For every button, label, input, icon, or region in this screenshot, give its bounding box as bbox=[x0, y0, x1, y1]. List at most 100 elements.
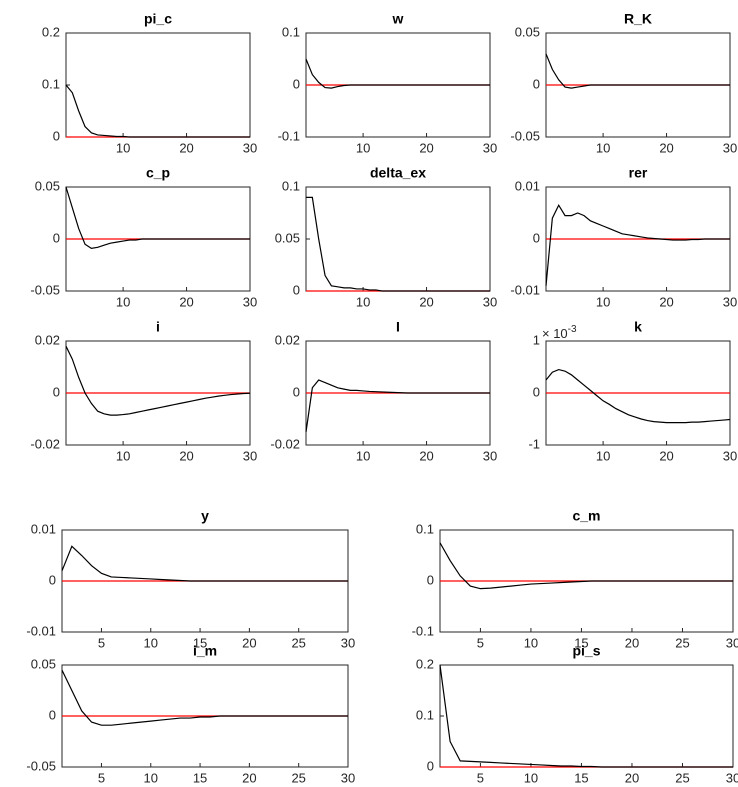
x-tick-label: 25 bbox=[675, 770, 689, 785]
x-tick-label: 10 bbox=[596, 294, 610, 309]
x-tick-label: 30 bbox=[243, 448, 257, 463]
y-tick-label: -0.02 bbox=[30, 436, 60, 451]
y-tick-label: 0 bbox=[49, 707, 56, 722]
x-tick-label: 10 bbox=[116, 294, 130, 309]
y-tick-label: -0.02 bbox=[270, 436, 300, 451]
x-tick-label: 20 bbox=[179, 294, 193, 309]
y-tick-label: 0 bbox=[293, 76, 300, 91]
subplot-title: pi_s bbox=[572, 643, 600, 659]
subplot-title: c_p bbox=[146, 165, 170, 181]
x-tick-label: 20 bbox=[659, 140, 673, 155]
x-tick-label: 10 bbox=[144, 635, 158, 650]
x-tick-label: 5 bbox=[477, 635, 484, 650]
y-tick-label: 0 bbox=[427, 758, 434, 773]
x-tick-label: 10 bbox=[524, 635, 538, 650]
y-tick-label: 0 bbox=[533, 76, 540, 91]
x-tick-label: 10 bbox=[356, 140, 370, 155]
x-tick-label: 10 bbox=[116, 448, 130, 463]
x-tick-label: 5 bbox=[477, 770, 484, 785]
x-tick-label: 20 bbox=[419, 294, 433, 309]
axes-frame bbox=[439, 664, 734, 768]
subplot-title: rer bbox=[629, 165, 648, 181]
y-tick-label: -0.05 bbox=[26, 758, 56, 773]
y-tick-label: 0 bbox=[53, 128, 60, 143]
y-tick-label: 0.05 bbox=[31, 656, 56, 671]
y-tick-label: 1 bbox=[533, 332, 540, 347]
x-tick-label: 15 bbox=[574, 770, 588, 785]
subplot-title: pi_c bbox=[144, 11, 172, 27]
subplot-title: i_m bbox=[193, 643, 217, 659]
x-tick-label: 25 bbox=[675, 635, 689, 650]
x-tick-label: 30 bbox=[341, 770, 355, 785]
response-line bbox=[65, 345, 251, 416]
y-tick-label: -0.01 bbox=[510, 282, 540, 297]
response-line bbox=[306, 196, 490, 292]
y-scale-base: × 10 bbox=[542, 326, 568, 341]
subplot-title: c_m bbox=[572, 508, 600, 524]
y-tick-label: 0.1 bbox=[282, 178, 300, 193]
subplot-title: i bbox=[156, 319, 160, 335]
x-tick-label: 30 bbox=[723, 140, 737, 155]
x-tick-label: 30 bbox=[483, 448, 497, 463]
axes-frame bbox=[65, 32, 251, 138]
response-line bbox=[545, 368, 731, 424]
subplot-title: R_K bbox=[624, 11, 652, 27]
y-tick-label: 0.1 bbox=[416, 521, 434, 536]
subplot-title: y bbox=[201, 508, 209, 524]
x-tick-label: 20 bbox=[242, 770, 256, 785]
x-tick-label: 30 bbox=[723, 448, 737, 463]
response-line bbox=[65, 84, 250, 138]
y-tick-label: -0.05 bbox=[510, 128, 540, 143]
y-tick-label: 0.05 bbox=[35, 178, 60, 193]
y-tick-label: 0.01 bbox=[515, 178, 540, 193]
y-tick-label: 0 bbox=[53, 384, 60, 399]
y-scale-label: × 10-3 bbox=[542, 324, 577, 342]
response-line bbox=[305, 379, 490, 433]
x-tick-label: 20 bbox=[242, 635, 256, 650]
x-tick-label: 20 bbox=[625, 770, 639, 785]
x-tick-label: 10 bbox=[116, 140, 130, 155]
subplot-title: I bbox=[396, 319, 400, 335]
y-tick-label: 0.1 bbox=[42, 76, 60, 91]
response-line bbox=[545, 203, 730, 286]
y-tick-label: 0.05 bbox=[515, 24, 540, 39]
y-tick-label: -0.1 bbox=[412, 623, 434, 638]
x-tick-label: 20 bbox=[419, 140, 433, 155]
x-tick-label: 20 bbox=[659, 448, 673, 463]
subplot-title: k bbox=[634, 319, 642, 335]
x-tick-label: 30 bbox=[341, 635, 355, 650]
y-tick-label: 0 bbox=[49, 572, 56, 587]
y-tick-label: 0.2 bbox=[416, 656, 434, 671]
y-tick-label: -0.05 bbox=[30, 282, 60, 297]
response-line bbox=[439, 664, 733, 768]
x-tick-label: 30 bbox=[723, 294, 737, 309]
x-tick-label: 25 bbox=[291, 635, 305, 650]
x-tick-label: 30 bbox=[243, 140, 257, 155]
x-tick-label: 10 bbox=[524, 770, 538, 785]
response-line bbox=[439, 542, 733, 590]
y-tick-label: 0 bbox=[427, 572, 434, 587]
x-tick-label: 25 bbox=[291, 770, 305, 785]
x-tick-label: 20 bbox=[659, 294, 673, 309]
response-line bbox=[65, 186, 250, 249]
x-tick-label: 20 bbox=[179, 448, 193, 463]
y-tick-label: 0 bbox=[533, 384, 540, 399]
x-tick-label: 20 bbox=[179, 140, 193, 155]
y-tick-label: 0 bbox=[533, 230, 540, 245]
response-line bbox=[305, 58, 490, 89]
x-tick-label: 10 bbox=[356, 294, 370, 309]
x-tick-label: 10 bbox=[596, 140, 610, 155]
x-tick-label: 20 bbox=[625, 635, 639, 650]
y-tick-label: 0.1 bbox=[282, 24, 300, 39]
y-tick-label: -0.1 bbox=[278, 128, 300, 143]
y-tick-label: 0 bbox=[293, 282, 300, 297]
x-tick-label: 30 bbox=[243, 294, 257, 309]
subplot-title: w bbox=[392, 11, 404, 27]
x-tick-label: 5 bbox=[98, 770, 105, 785]
x-tick-label: 20 bbox=[419, 448, 433, 463]
x-tick-label: 30 bbox=[726, 770, 738, 785]
y-tick-label: 0 bbox=[53, 230, 60, 245]
x-tick-label: 10 bbox=[144, 770, 158, 785]
y-tick-label: 0.2 bbox=[42, 24, 60, 39]
